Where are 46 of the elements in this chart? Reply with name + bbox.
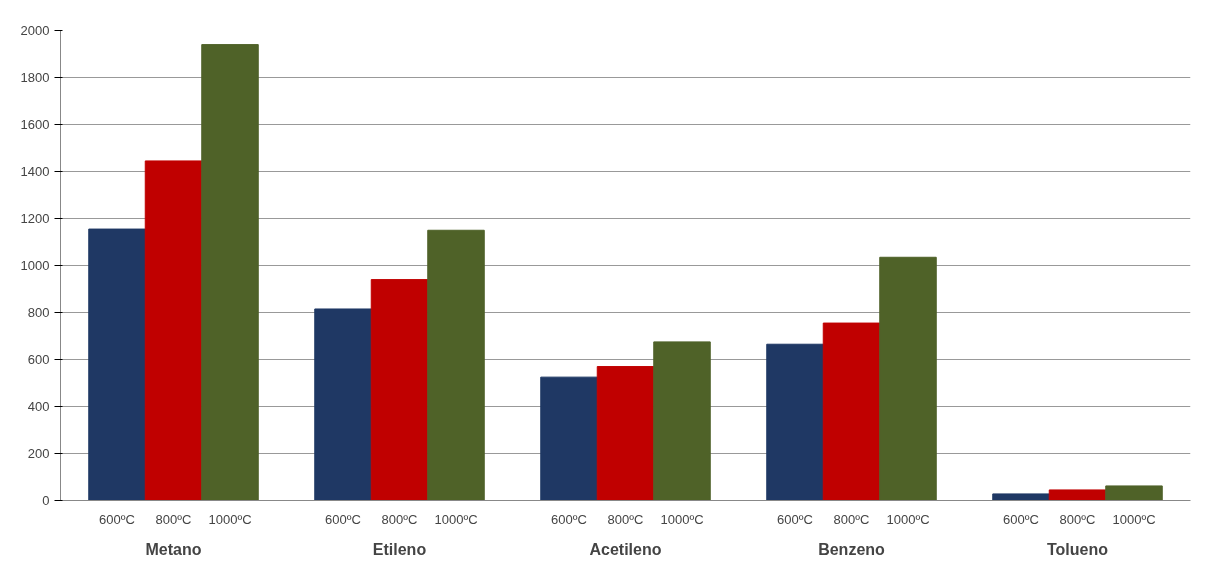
series-label: 1000ºC <box>208 511 252 527</box>
x-tick-label: Tolueno <box>1046 540 1109 558</box>
bar <box>822 322 881 501</box>
text: 800ºC <box>833 511 870 527</box>
text: 800ºC <box>607 511 644 527</box>
y-tick-label: 200 <box>27 446 50 461</box>
text: 600ºC <box>551 511 587 527</box>
series-label: 600ºC <box>99 511 135 527</box>
x-tick-label: Metano <box>145 540 202 558</box>
series-label: 800ºC <box>155 511 192 527</box>
bar <box>314 308 372 501</box>
bar <box>879 256 937 501</box>
y-tick-label: 1800 <box>20 70 50 85</box>
bar <box>596 366 655 501</box>
bar <box>766 343 824 501</box>
text: 600ºC <box>777 511 813 527</box>
text: 1000ºC <box>434 511 478 527</box>
y-tick-label: 1000 <box>20 258 50 273</box>
bar <box>1048 489 1107 501</box>
y-tick-label: 600 <box>27 352 50 367</box>
y-tick-label: 800 <box>27 305 50 320</box>
y-tick-label: 2000 <box>20 23 50 38</box>
text: 1000ºC <box>1112 511 1156 527</box>
y-tick-label: 0 <box>42 493 50 508</box>
bar <box>540 376 598 501</box>
y-tick-label: 1400 <box>20 164 50 179</box>
x-tick-label: Benzeno <box>818 540 886 558</box>
y-tick-label: 1200 <box>20 211 50 226</box>
text: 800ºC <box>381 511 418 527</box>
x-tick-label: Etileno <box>372 540 427 558</box>
bar <box>427 229 485 501</box>
bar <box>1105 485 1163 501</box>
bar <box>992 493 1050 501</box>
text: 800ºC <box>1059 511 1096 527</box>
bar <box>653 341 711 501</box>
y-tick-label: 400 <box>27 399 50 414</box>
bar <box>88 228 146 501</box>
x-tick-label: Acetileno <box>589 540 662 558</box>
text: 600ºC <box>325 511 361 527</box>
text: 1000ºC <box>886 511 930 527</box>
y-tick-label: 1600 <box>20 117 50 132</box>
text: 1000ºC <box>660 511 704 527</box>
text: 600ºC <box>1003 511 1039 527</box>
bar <box>201 44 259 501</box>
bar <box>370 279 429 501</box>
bar <box>144 160 203 501</box>
